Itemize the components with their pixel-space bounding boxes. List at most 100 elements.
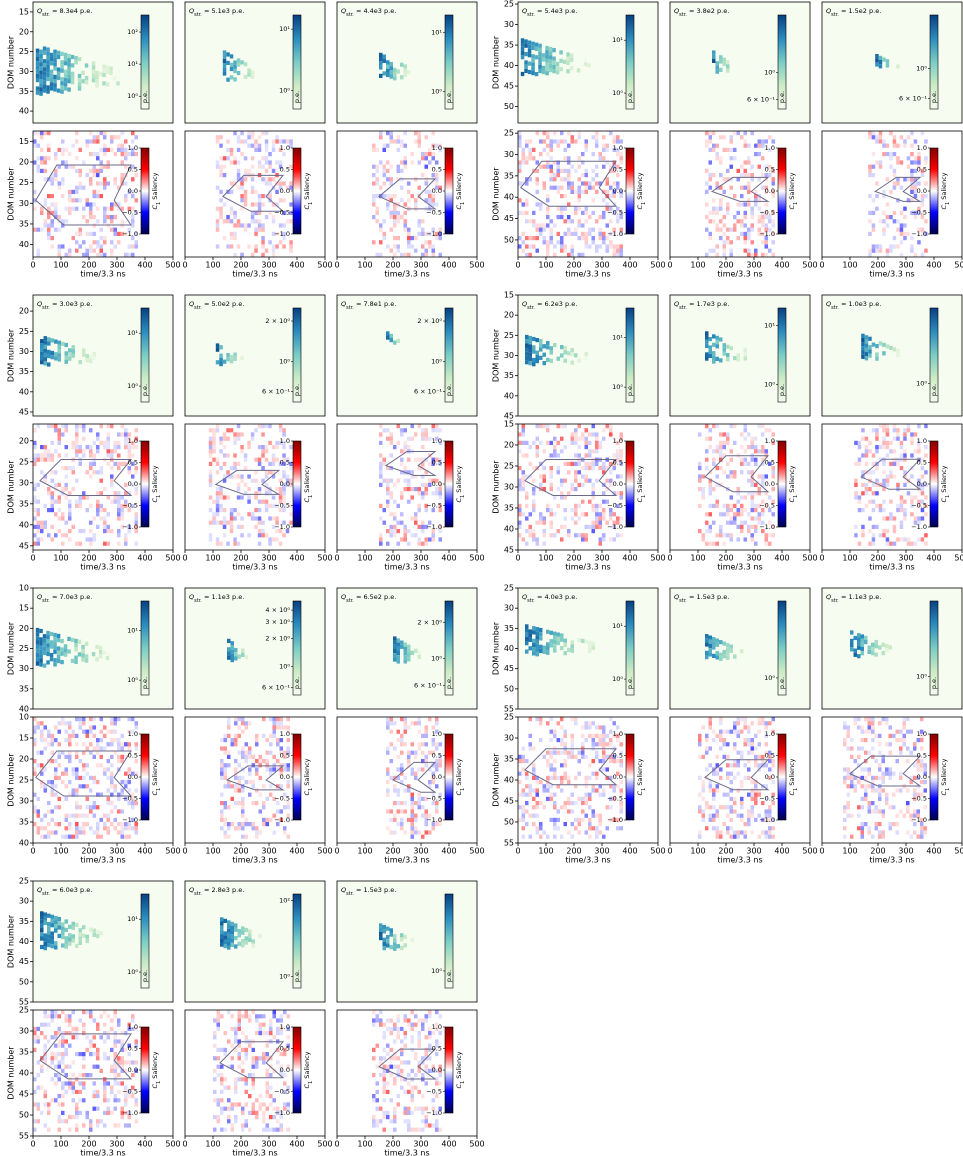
saliency-cell [216,508,220,512]
saliency-cell [747,181,751,185]
saliency-cell [44,767,48,771]
saliency-cell [709,139,713,143]
saliency-cell [571,516,575,520]
heatmap-cell [58,341,62,345]
heatmap-cell [43,47,47,51]
heatmap-cell [542,57,546,61]
saliency-cell [255,767,259,771]
saliency-cell [114,449,118,453]
saliency-cell [269,818,273,822]
saliency-cell [237,135,241,139]
saliency-cell [595,139,599,143]
saliency-cell [376,169,380,173]
saliency-cell [761,449,765,453]
heatmap-cell [536,351,540,355]
saliency-cell [397,822,401,826]
saliency-cell [124,445,128,449]
saliency-cell [75,788,79,792]
saliency-cell [421,814,425,818]
saliency-cell [567,131,571,135]
saliency-cell [595,504,599,508]
saliency-cell [247,169,251,173]
colorbar-tick-label: 10¹ [127,627,138,635]
saliency-cell [54,805,58,809]
saliency-cell [135,746,139,750]
saliency-cell [525,542,529,546]
heatmap-cell [247,68,251,72]
saliency-cell [47,730,51,734]
colorbar-tick-label: 10² [127,28,138,36]
saliency-cell [224,734,228,738]
saliency-cell [730,516,734,520]
colorbar [626,148,634,234]
saliency-cell [135,826,139,830]
saliency-cell [882,500,886,504]
heatmap-cell [43,51,47,55]
saliency-cell [51,495,55,499]
saliency-cell [58,428,62,432]
saliency-cell [428,537,432,541]
saliency-cell [397,148,401,152]
saliency-cell [103,131,107,135]
saliency-cell [886,474,890,478]
saliency-cell [567,462,571,466]
saliency-cell [411,767,415,771]
saliency-cell [751,253,755,257]
saliency-cell [546,253,550,257]
saliency-cell [219,165,223,169]
saliency-cell [886,253,890,257]
saliency-cell [93,441,97,445]
x-tick-label: 300 [261,847,276,856]
saliency-cell [114,730,118,734]
heatmap-cell [78,74,82,78]
saliency-cell [40,169,44,173]
saliency-cell [234,717,238,721]
saliency-cell [390,512,394,516]
heatmap-cell [64,82,68,86]
saliency-cell [875,181,879,185]
saliency-cell [51,504,55,508]
saliency-cell [921,202,925,206]
saliency-cell [283,725,287,729]
saliency-cell [128,453,132,457]
saliency-cell [557,190,561,194]
saliency-cell [33,767,37,771]
saliency-cell [103,236,107,240]
saliency-cell [872,165,876,169]
saliency-cell [261,156,265,160]
saliency-cell [254,458,257,462]
saliency-cell [889,542,893,546]
heatmap-cell [524,44,528,48]
saliency-cell [268,240,272,244]
saliency-cell [425,809,429,813]
saliency-cell [421,529,425,533]
saliency-cell [744,249,748,253]
saliency-cell [620,244,624,248]
y-axis-label: DOM number [492,35,501,89]
heatmap-cell [106,70,110,74]
saliency-cell [279,424,283,428]
saliency-cell [536,236,540,240]
heatmap-cell [560,345,564,349]
x-tick-label: 300 [413,554,428,563]
saliency-cell [237,244,241,248]
saliency-cell [768,219,772,223]
saliency-cell [751,525,755,529]
heatmap-cell [525,360,529,364]
saliency-cell [418,186,422,190]
saliency-cell [241,721,245,725]
saliency-cell [216,470,220,474]
saliency-cell [411,437,415,441]
saliency-cell [234,776,238,780]
colorbar-tick-label: −1.0 [426,230,442,238]
saliency-cell [896,160,900,164]
saliency-cell [532,491,536,495]
saliency-cell [893,462,897,466]
saliency-cell [272,219,276,223]
saliency-cell [282,495,286,499]
saliency-cell [254,249,257,253]
heatmap-cell [709,354,713,358]
heatmap-cell [106,656,110,660]
saliency-cell [289,202,293,206]
saliency-cell [620,533,624,537]
